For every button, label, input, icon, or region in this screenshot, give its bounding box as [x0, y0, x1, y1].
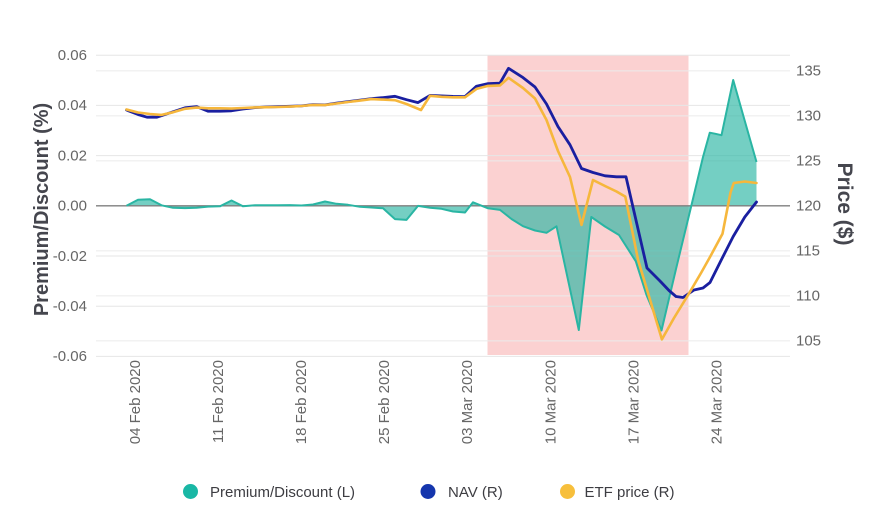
svg-text:10 Mar 2020: 10 Mar 2020	[542, 360, 559, 444]
svg-text:135: 135	[796, 63, 821, 80]
svg-text:125: 125	[796, 153, 821, 170]
svg-text:-0.02: -0.02	[53, 248, 87, 265]
svg-text:NAV (R): NAV (R)	[448, 484, 503, 501]
svg-text:04 Feb 2020: 04 Feb 2020	[127, 360, 144, 444]
svg-text:120: 120	[796, 198, 821, 215]
svg-text:ETF price (R): ETF price (R)	[585, 484, 675, 501]
svg-text:25 Feb 2020: 25 Feb 2020	[376, 360, 393, 444]
svg-text:11 Feb 2020: 11 Feb 2020	[210, 360, 227, 443]
svg-text:17 Mar 2020: 17 Mar 2020	[625, 360, 642, 444]
svg-text:105: 105	[796, 333, 821, 350]
svg-text:-0.06: -0.06	[53, 348, 87, 365]
svg-text:-0.04: -0.04	[53, 298, 87, 315]
svg-text:Premium/Discount (%): Premium/Discount (%)	[31, 103, 53, 316]
svg-text:0.06: 0.06	[58, 47, 87, 64]
svg-text:0.02: 0.02	[58, 147, 87, 164]
svg-text:0.00: 0.00	[58, 198, 87, 215]
svg-text:Premium/Discount (L): Premium/Discount (L)	[210, 484, 355, 501]
svg-text:115: 115	[796, 243, 820, 260]
svg-text:18 Feb 2020: 18 Feb 2020	[293, 360, 310, 444]
svg-text:Price ($): Price ($)	[833, 163, 856, 246]
svg-text:03 Mar 2020: 03 Mar 2020	[459, 360, 476, 444]
svg-text:130: 130	[796, 108, 821, 125]
svg-text:110: 110	[796, 288, 820, 305]
svg-text:0.04: 0.04	[58, 97, 87, 114]
svg-text:24 Mar 2020: 24 Mar 2020	[709, 360, 726, 444]
